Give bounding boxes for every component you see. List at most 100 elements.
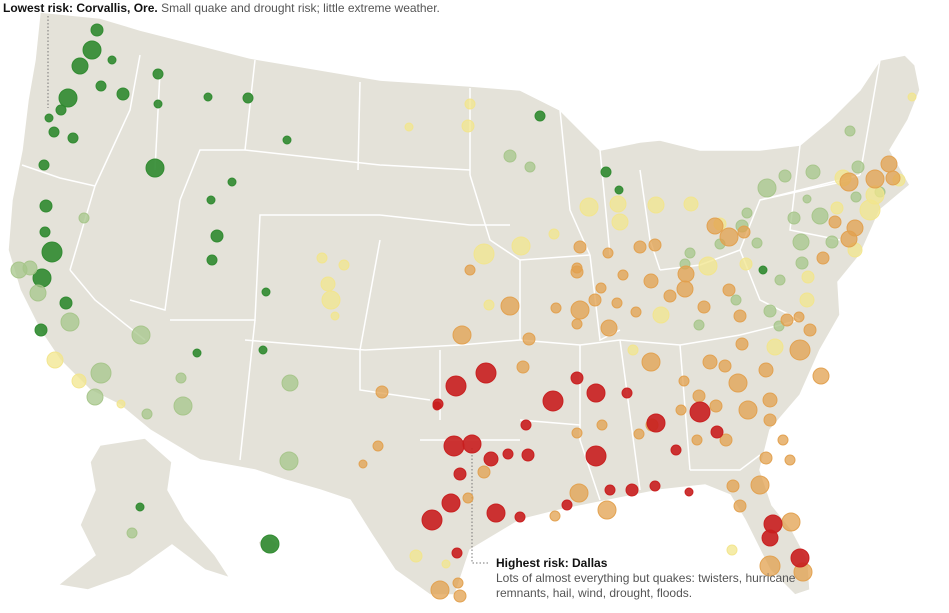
city-marker-lowest-risk <box>116 87 130 101</box>
city-marker-lowest-risk <box>758 265 768 275</box>
state-border <box>244 339 366 351</box>
state-border <box>359 350 431 401</box>
city-marker-low-risk <box>131 325 151 345</box>
city-marker-high-risk <box>571 318 583 330</box>
city-marker-high-risk <box>633 240 647 254</box>
city-marker-middle-risk <box>683 196 699 212</box>
city-marker-high-risk <box>630 306 642 318</box>
city-marker-high-risk <box>702 354 718 370</box>
city-marker-middle-risk <box>647 196 665 214</box>
city-marker-lowest-risk <box>58 88 78 108</box>
annotation-leader-lines <box>47 16 490 564</box>
city-marker-highest-risk <box>432 401 442 411</box>
city-marker-lowest-risk <box>227 177 237 187</box>
city-marker-highest-risk <box>684 487 694 497</box>
city-risk-markers <box>10 23 917 603</box>
state-border <box>469 174 521 340</box>
state-border <box>69 185 96 271</box>
city-marker-highest-risk <box>486 503 506 523</box>
city-marker-low-risk <box>175 372 187 384</box>
city-marker-high-risk <box>375 385 389 399</box>
city-marker-low-risk <box>802 194 812 204</box>
city-marker-middle-risk <box>409 549 423 563</box>
city-marker-lowest-risk <box>48 126 60 138</box>
city-marker-highest-risk <box>483 451 499 467</box>
state-border <box>639 169 661 271</box>
city-marker-middle-risk <box>698 256 718 276</box>
state-border <box>69 269 146 341</box>
city-marker-low-risk <box>844 125 856 137</box>
city-marker-middle-risk <box>71 373 87 389</box>
city-marker-high-risk <box>596 419 608 431</box>
city-marker-lowest-risk <box>44 113 54 123</box>
city-marker-highest-risk <box>710 425 724 439</box>
city-marker-high-risk <box>737 225 751 239</box>
state-border <box>690 454 761 471</box>
city-marker-low-risk <box>778 169 792 183</box>
state-border <box>559 109 591 256</box>
city-marker-highest-risk <box>561 499 573 511</box>
state-border <box>244 59 256 151</box>
city-marker-high-risk <box>691 434 703 446</box>
city-marker-high-risk <box>633 428 645 440</box>
city-marker-high-risk <box>452 325 472 345</box>
city-marker-high-risk <box>763 413 777 427</box>
city-marker-highest-risk <box>514 511 526 523</box>
city-marker-high-risk <box>549 510 561 522</box>
state-border <box>789 144 841 241</box>
city-marker-low-risk <box>684 247 696 259</box>
city-marker-lowest-risk <box>82 40 102 60</box>
city-marker-middle-risk <box>321 290 341 310</box>
city-marker-lowest-risk <box>614 185 624 195</box>
city-marker-middle-risk <box>766 338 784 356</box>
city-marker-high-risk <box>588 293 602 307</box>
state-border <box>21 164 96 187</box>
city-marker-low-risk <box>126 527 138 539</box>
city-marker-lowest-risk <box>67 132 79 144</box>
city-marker-lowest-risk <box>210 229 224 243</box>
city-marker-low-risk <box>60 312 80 332</box>
state-border <box>239 319 256 461</box>
city-marker-highest-risk <box>621 387 633 399</box>
state-border <box>170 214 380 321</box>
city-marker-high-risk <box>839 172 859 192</box>
city-marker-high-risk <box>759 555 781 577</box>
city-marker-high-risk <box>648 238 662 252</box>
city-marker-highest-risk <box>445 375 467 397</box>
city-marker-highest-risk <box>462 434 482 454</box>
city-marker-high-risk <box>611 297 623 309</box>
highest-risk-annotation: Highest risk: Dallas Lots of almost ever… <box>496 556 796 601</box>
city-marker-high-risk <box>728 373 748 393</box>
city-marker-middle-risk <box>548 228 560 240</box>
city-marker-highest-risk <box>453 467 467 481</box>
city-marker-high-risk <box>780 313 794 327</box>
city-marker-middle-risk <box>483 299 495 311</box>
city-marker-low-risk <box>851 160 865 174</box>
city-marker-high-risk <box>759 451 773 465</box>
highest-risk-leader-line <box>471 448 490 564</box>
city-marker-low-risk <box>795 256 809 270</box>
city-marker-high-risk <box>816 251 830 265</box>
city-marker-low-risk <box>90 362 112 384</box>
city-marker-high-risk <box>617 269 629 281</box>
city-marker-high-risk <box>812 367 830 385</box>
city-marker-low-risk <box>757 178 777 198</box>
city-marker-low-risk <box>693 319 705 331</box>
city-marker-highest-risk <box>761 529 779 547</box>
city-marker-lowest-risk <box>192 348 202 358</box>
city-marker-high-risk <box>726 479 740 493</box>
city-marker-high-risk <box>477 465 491 479</box>
city-marker-lowest-risk <box>55 104 67 116</box>
state-border <box>359 239 381 351</box>
city-marker-high-risk <box>885 170 901 186</box>
city-marker-high-risk <box>738 400 758 420</box>
city-marker-middle-risk <box>320 276 336 292</box>
city-marker-low-risk <box>730 294 742 306</box>
city-marker-highest-risk <box>451 547 463 559</box>
city-marker-lowest-risk <box>39 226 51 238</box>
state-border <box>599 149 611 256</box>
state-border <box>619 339 641 491</box>
city-marker-highest-risk <box>421 509 443 531</box>
city-marker-high-risk <box>677 265 695 283</box>
